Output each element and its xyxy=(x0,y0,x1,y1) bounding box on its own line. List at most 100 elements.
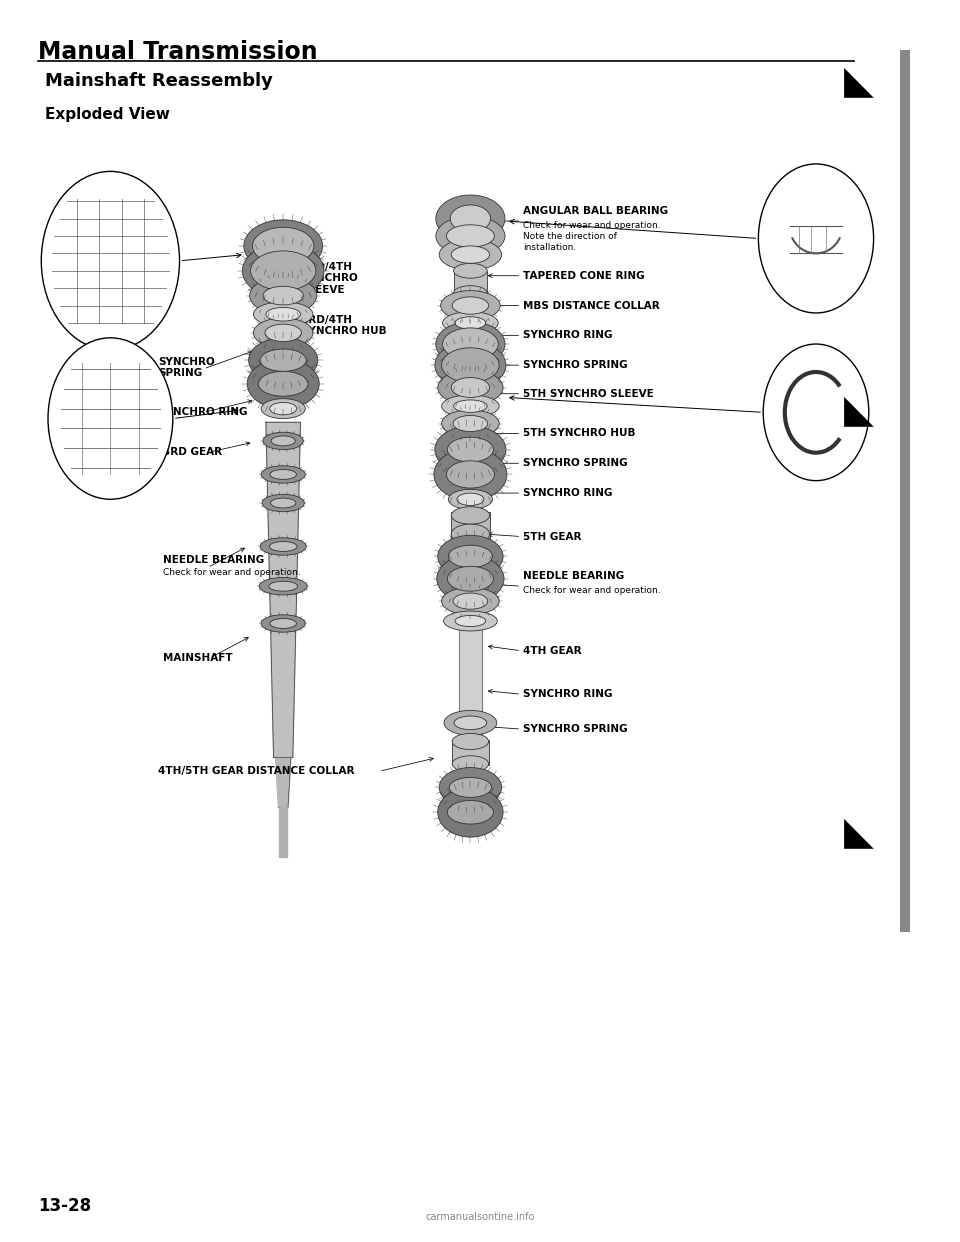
Ellipse shape xyxy=(452,755,489,771)
Text: carmanualsontine.info: carmanualsontine.info xyxy=(425,1212,535,1222)
Ellipse shape xyxy=(258,371,308,396)
Text: ANGULAR BALL BEARING: ANGULAR BALL BEARING xyxy=(523,206,668,216)
Ellipse shape xyxy=(435,426,506,473)
Polygon shape xyxy=(459,211,482,832)
Ellipse shape xyxy=(248,359,319,409)
Ellipse shape xyxy=(436,195,505,242)
Ellipse shape xyxy=(448,489,492,509)
Ellipse shape xyxy=(271,436,296,446)
Ellipse shape xyxy=(266,307,300,322)
Ellipse shape xyxy=(436,322,505,366)
Ellipse shape xyxy=(447,801,493,825)
Text: NEEDLE BEARING: NEEDLE BEARING xyxy=(523,571,624,581)
Ellipse shape xyxy=(262,494,304,512)
Ellipse shape xyxy=(451,378,490,397)
Ellipse shape xyxy=(435,342,506,389)
Text: ◣: ◣ xyxy=(844,62,875,99)
Ellipse shape xyxy=(443,328,498,360)
Ellipse shape xyxy=(434,448,507,501)
Ellipse shape xyxy=(259,578,307,595)
Ellipse shape xyxy=(261,466,305,483)
Text: Check for wear and operation.: Check for wear and operation. xyxy=(523,586,660,595)
Ellipse shape xyxy=(270,619,297,628)
Text: 4TH/5TH GEAR DISTANCE COLLAR: 4TH/5TH GEAR DISTANCE COLLAR xyxy=(158,766,355,776)
Ellipse shape xyxy=(442,410,499,437)
Ellipse shape xyxy=(265,324,301,342)
Ellipse shape xyxy=(260,538,306,555)
Text: SYNCHRO SPRING: SYNCHRO SPRING xyxy=(523,360,628,370)
Text: NEEDLE BEARING: NEEDLE BEARING xyxy=(163,555,264,565)
Polygon shape xyxy=(279,807,287,857)
Ellipse shape xyxy=(270,542,297,551)
Ellipse shape xyxy=(455,317,486,329)
Ellipse shape xyxy=(271,498,296,508)
Ellipse shape xyxy=(449,777,492,797)
Ellipse shape xyxy=(270,402,297,415)
Ellipse shape xyxy=(439,768,501,807)
Ellipse shape xyxy=(438,787,503,837)
Ellipse shape xyxy=(261,399,305,419)
Ellipse shape xyxy=(439,238,501,270)
Ellipse shape xyxy=(451,246,490,263)
Text: SYNCHRO SPRING: SYNCHRO SPRING xyxy=(523,724,628,734)
Ellipse shape xyxy=(442,587,499,615)
Ellipse shape xyxy=(453,400,488,412)
Text: Mainshaft Reassembly: Mainshaft Reassembly xyxy=(45,72,273,89)
Ellipse shape xyxy=(444,611,497,631)
Ellipse shape xyxy=(447,566,493,591)
Ellipse shape xyxy=(251,251,316,291)
Text: ◣: ◣ xyxy=(844,814,875,851)
Circle shape xyxy=(758,164,874,313)
Text: MAINSHAFT: MAINSHAFT xyxy=(163,653,233,663)
Ellipse shape xyxy=(438,370,503,405)
Ellipse shape xyxy=(453,415,488,431)
Ellipse shape xyxy=(451,524,490,544)
Bar xyxy=(453,271,487,293)
Text: Check for wear and operation.: Check for wear and operation. xyxy=(163,568,300,576)
Ellipse shape xyxy=(436,216,505,256)
Text: SYNCHRO RING: SYNCHRO RING xyxy=(523,689,612,699)
Ellipse shape xyxy=(446,225,494,247)
Text: SYNCHRO RING: SYNCHRO RING xyxy=(158,407,248,417)
Ellipse shape xyxy=(253,302,313,327)
Ellipse shape xyxy=(451,507,490,524)
Text: 3RD/4TH
SYNCHRO HUB: 3RD/4TH SYNCHRO HUB xyxy=(301,314,387,337)
Text: ◣: ◣ xyxy=(844,391,875,428)
Text: 5TH SYNCHRO SLEEVE: 5TH SYNCHRO SLEEVE xyxy=(523,389,654,399)
Text: 4TH GEAR: 4TH GEAR xyxy=(523,646,582,656)
Ellipse shape xyxy=(444,710,497,735)
Ellipse shape xyxy=(452,733,489,749)
Text: SYNCHRO
SPRING: SYNCHRO SPRING xyxy=(158,356,215,379)
Ellipse shape xyxy=(447,437,493,462)
Ellipse shape xyxy=(249,338,318,383)
Ellipse shape xyxy=(261,615,305,632)
Ellipse shape xyxy=(457,493,484,505)
Bar xyxy=(451,512,490,539)
Circle shape xyxy=(48,338,173,499)
Text: SYNCHRO SPRING: SYNCHRO SPRING xyxy=(523,458,628,468)
Bar xyxy=(452,740,489,765)
Ellipse shape xyxy=(250,277,317,314)
Text: Manual Transmission: Manual Transmission xyxy=(38,40,318,63)
Polygon shape xyxy=(266,422,300,758)
Ellipse shape xyxy=(453,286,488,301)
Text: 5TH SYNCHRO HUB: 5TH SYNCHRO HUB xyxy=(523,428,636,438)
Ellipse shape xyxy=(442,395,499,417)
Polygon shape xyxy=(276,758,291,807)
Text: 5TH GEAR: 5TH GEAR xyxy=(523,532,582,542)
Ellipse shape xyxy=(454,715,487,730)
Ellipse shape xyxy=(270,469,297,479)
Ellipse shape xyxy=(269,581,298,591)
Text: Exploded View: Exploded View xyxy=(45,107,170,122)
Ellipse shape xyxy=(263,286,303,306)
Text: TAPERED CONE RING: TAPERED CONE RING xyxy=(523,271,645,281)
Text: 3RD/4TH
SYNCHRO
SLEEVE: 3RD/4TH SYNCHRO SLEEVE xyxy=(301,262,358,294)
Ellipse shape xyxy=(260,349,306,371)
Ellipse shape xyxy=(443,312,498,334)
Ellipse shape xyxy=(438,535,503,578)
Ellipse shape xyxy=(441,291,500,320)
Circle shape xyxy=(41,171,180,350)
Text: 3RD GEAR: 3RD GEAR xyxy=(163,447,223,457)
Ellipse shape xyxy=(453,592,488,610)
Ellipse shape xyxy=(437,555,504,602)
